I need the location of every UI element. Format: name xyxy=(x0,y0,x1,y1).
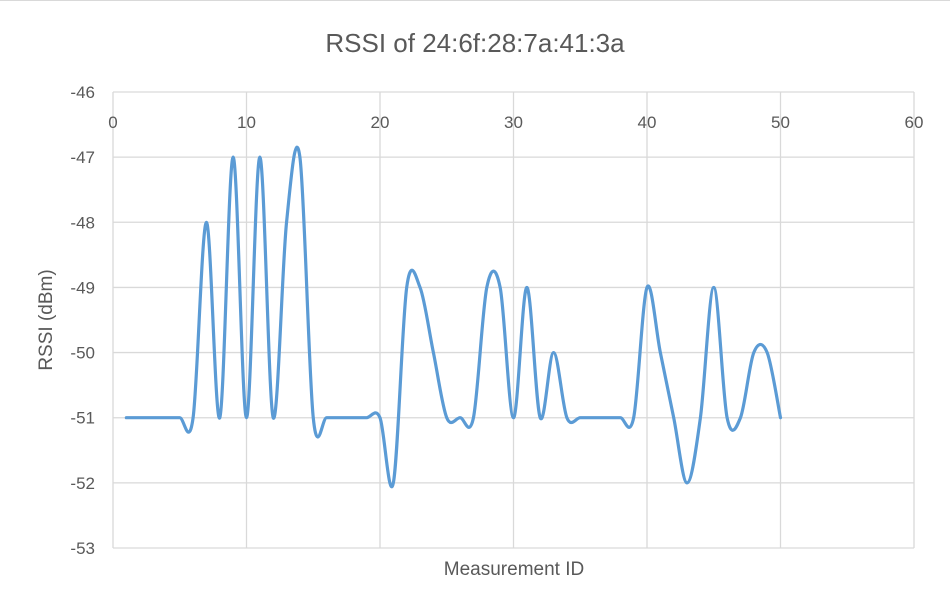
y-tick-label: -47 xyxy=(70,148,95,167)
data-point xyxy=(325,416,329,420)
data-point xyxy=(485,285,489,289)
tick-labels: -46 -47 -48 -49 -50 -51 -52 -53 0 10 20 30 40 50 60 xyxy=(70,83,923,558)
data-point xyxy=(245,416,249,420)
data-point xyxy=(285,220,289,224)
data-point xyxy=(525,285,529,289)
data-point xyxy=(672,416,676,420)
data-point xyxy=(391,481,395,485)
x-tick-label: 30 xyxy=(504,113,523,132)
data-point xyxy=(258,155,262,159)
data-point xyxy=(164,416,168,420)
y-tick-label: -48 xyxy=(70,213,95,232)
data-point xyxy=(378,416,382,420)
data-point xyxy=(752,351,756,355)
data-point xyxy=(271,416,275,420)
data-point xyxy=(218,416,222,420)
y-tick-label: -53 xyxy=(70,539,95,558)
data-point xyxy=(231,155,235,159)
series-line-rssi xyxy=(124,145,783,489)
data-point xyxy=(471,416,475,420)
x-tick-label: 0 xyxy=(108,113,117,132)
data-point xyxy=(191,416,195,420)
data-point xyxy=(405,285,409,289)
data-point xyxy=(738,416,742,420)
data-point xyxy=(538,416,542,420)
x-axis-title: Measurement ID xyxy=(444,559,584,580)
data-point xyxy=(512,416,516,420)
data-point xyxy=(458,416,462,420)
data-point xyxy=(431,351,435,355)
data-point xyxy=(552,351,556,355)
data-point xyxy=(445,416,449,420)
x-tick-label: 60 xyxy=(905,113,924,132)
data-point xyxy=(138,416,142,420)
data-point xyxy=(765,351,769,355)
data-point xyxy=(658,351,662,355)
data-point xyxy=(418,285,422,289)
data-point xyxy=(645,285,649,289)
data-point xyxy=(685,481,689,485)
data-point xyxy=(351,416,355,420)
x-tick-label: 10 xyxy=(237,113,256,132)
x-tick-label: 40 xyxy=(638,113,657,132)
data-point xyxy=(311,416,315,420)
data-point xyxy=(725,416,729,420)
data-point xyxy=(698,416,702,420)
data-point xyxy=(298,155,302,159)
data-point xyxy=(565,416,569,420)
data-point xyxy=(592,416,596,420)
data-point xyxy=(712,285,716,289)
y-tick-label: -46 xyxy=(70,83,95,102)
data-point xyxy=(151,416,155,420)
y-tick-label: -51 xyxy=(70,409,95,428)
data-point xyxy=(338,416,342,420)
y-tick-label: -49 xyxy=(70,278,95,297)
gridlines xyxy=(112,91,915,549)
chart-title: RSSI of 24:6f:28:7a:41:3a xyxy=(325,28,625,58)
x-tick-label: 20 xyxy=(371,113,390,132)
data-point xyxy=(779,416,783,420)
data-point xyxy=(632,416,636,420)
series-layer xyxy=(124,145,783,489)
y-tick-label: -52 xyxy=(70,474,95,493)
data-point xyxy=(178,416,182,420)
data-point xyxy=(498,285,502,289)
y-tick-label: -50 xyxy=(70,344,95,363)
y-axis-title: RSSI (dBm) xyxy=(36,269,57,370)
data-point xyxy=(618,416,622,420)
data-point xyxy=(365,416,369,420)
data-point xyxy=(124,416,128,420)
data-point xyxy=(605,416,609,420)
data-point xyxy=(578,416,582,420)
x-tick-label: 50 xyxy=(771,113,790,132)
data-point xyxy=(204,220,208,224)
